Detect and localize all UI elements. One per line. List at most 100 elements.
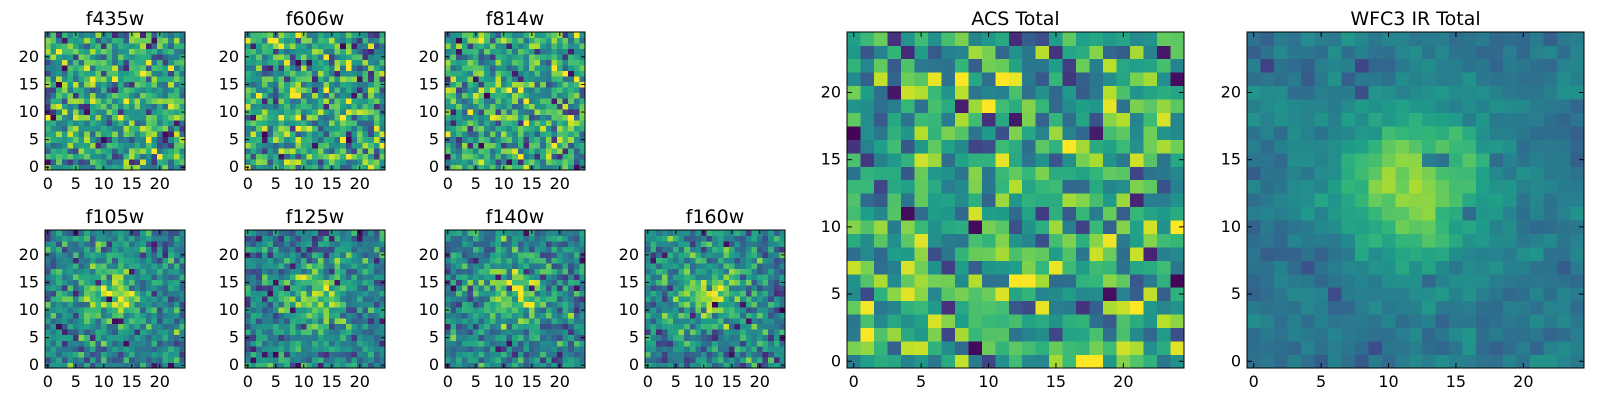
heatmap-cell (506, 290, 513, 297)
heatmap-cell (129, 125, 135, 132)
heatmap-cell (284, 340, 291, 347)
heatmap-cell (101, 296, 107, 303)
heatmap-cell (45, 235, 51, 242)
heatmap-cell (495, 362, 502, 369)
heatmap-cell (461, 268, 468, 275)
heatmap-cell (56, 285, 63, 292)
heatmap-cell (773, 329, 780, 336)
heatmap-cell (734, 323, 741, 330)
heatmap-cell (695, 296, 702, 303)
heatmap-cell (306, 142, 313, 149)
heatmap-cell (467, 345, 474, 352)
heatmap-cell (562, 136, 569, 143)
heatmap-cell (340, 125, 347, 132)
heatmap-cell (95, 356, 102, 363)
heatmap-cell (489, 279, 496, 286)
heatmap-cell (89, 109, 96, 116)
heatmap-cell (568, 98, 575, 105)
heatmap-cell (562, 37, 569, 44)
heatmap-cell (461, 70, 468, 77)
heatmap-cell (506, 356, 513, 363)
y-tick-label: 0 (229, 355, 239, 374)
heatmap-cell (1008, 327, 1023, 342)
heatmap-cell (157, 54, 163, 60)
heatmap-cell (1035, 206, 1050, 221)
heatmap-cell (656, 340, 663, 347)
heatmap-cell (695, 274, 702, 281)
heatmap-cell (473, 296, 479, 303)
heatmap-cell (145, 158, 152, 165)
heatmap-cell (151, 307, 158, 314)
heatmap-cell (261, 257, 268, 264)
heatmap-cell (351, 263, 358, 269)
heatmap-cell (545, 65, 552, 71)
heatmap-cell (362, 65, 369, 71)
heatmap-cell (362, 81, 369, 88)
heatmap-cell (267, 76, 274, 83)
heatmap-cell (745, 235, 752, 242)
heatmap-cell (900, 206, 915, 221)
heatmap-cell (456, 147, 463, 154)
heatmap-cell (157, 257, 163, 264)
heatmap-cell (323, 351, 330, 358)
heatmap-cell (61, 296, 68, 303)
heatmap-cell (95, 32, 102, 38)
heatmap-cell (650, 307, 657, 314)
heatmap-cell (914, 273, 929, 288)
heatmap-cell (551, 312, 558, 319)
heatmap-cell (123, 164, 130, 171)
heatmap-cell (317, 235, 324, 242)
heatmap-cell (295, 340, 302, 347)
heatmap-cell (173, 274, 180, 281)
heatmap-cell (157, 268, 163, 275)
heatmap-cell (489, 334, 496, 341)
heatmap-cell (334, 246, 341, 253)
heatmap-cell (757, 296, 763, 303)
heatmap-cell (678, 301, 685, 308)
heatmap-cell (345, 81, 352, 88)
heatmap-cell (701, 318, 707, 325)
heatmap-cell (534, 48, 541, 55)
heatmap-cell (306, 274, 313, 281)
heatmap-cell (740, 362, 747, 369)
heatmap-cell (123, 329, 130, 336)
heatmap-cell (329, 37, 335, 44)
heatmap-cell (545, 103, 552, 110)
heatmap-cell (157, 263, 163, 269)
heatmap-cell (995, 354, 1010, 369)
heatmap-cell (900, 152, 915, 167)
heatmap-cell (334, 54, 341, 60)
heatmap-cell (73, 301, 79, 308)
heatmap-cell (323, 32, 330, 38)
heatmap-cell (145, 98, 152, 105)
heatmap-cell (368, 285, 375, 292)
heatmap-cell (89, 164, 96, 171)
heatmap-cell (301, 37, 307, 44)
heatmap-cell (534, 345, 541, 352)
heatmap-cell (456, 246, 463, 253)
heatmap-cell (179, 114, 186, 121)
heatmap-cell (295, 76, 302, 83)
heatmap-cell (73, 241, 79, 247)
heatmap-cell (734, 230, 741, 236)
heatmap-cell (112, 285, 119, 292)
heatmap-cell (762, 274, 769, 281)
heatmap-cell (1008, 300, 1023, 315)
heatmap-cell (173, 65, 180, 71)
heatmap-cell (78, 59, 85, 66)
heatmap-cell (317, 114, 324, 121)
heatmap-cell (673, 290, 679, 297)
heatmap-cell (557, 290, 563, 297)
heatmap-cell (954, 260, 969, 275)
heatmap-cell (489, 252, 496, 258)
heatmap-cell (557, 59, 563, 66)
heatmap-cell (140, 164, 147, 171)
heatmap-cell (45, 312, 51, 319)
heatmap-cell (517, 142, 524, 149)
heatmap-cell (301, 43, 307, 49)
heatmap-cell (301, 351, 307, 358)
heatmap-cell (134, 263, 141, 269)
heatmap-cell (773, 235, 780, 242)
heatmap-cell (379, 147, 386, 154)
